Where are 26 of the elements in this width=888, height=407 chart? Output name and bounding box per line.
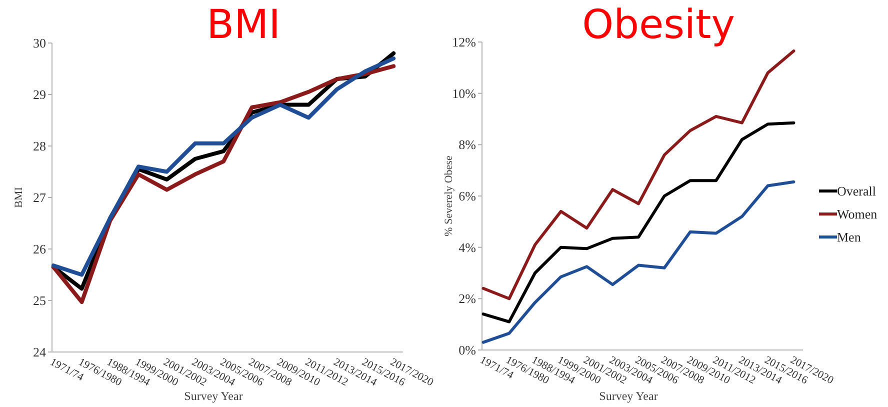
y-tick-label: 27 xyxy=(33,190,46,206)
y-tick-label: 24 xyxy=(33,344,46,360)
x-axis-title: Survey Year xyxy=(184,389,243,403)
line-series xyxy=(482,180,796,344)
legend-label: Women xyxy=(837,206,878,222)
y-tick-label: 0% xyxy=(458,342,476,358)
legend-label: Men xyxy=(837,230,862,245)
line-series xyxy=(482,49,796,300)
y-axis-title: % Severely Obese xyxy=(443,156,455,236)
y-tick-label: 2% xyxy=(458,291,476,306)
y-tick-label: 6% xyxy=(458,188,476,204)
y-tick-label: 28 xyxy=(33,138,46,154)
y-tick-label: 12% xyxy=(452,34,476,50)
y-tick-label: 30 xyxy=(33,36,46,51)
chart-title: Obesity xyxy=(582,2,735,48)
y-tick-label: 10% xyxy=(452,86,476,101)
legend-label: Overall xyxy=(837,184,876,199)
y-tick-label: 26 xyxy=(33,242,46,257)
x-axis-title: Survey Year xyxy=(599,389,658,403)
y-tick-label: 29 xyxy=(33,87,46,102)
line-series xyxy=(482,121,796,324)
y-tick-label: 4% xyxy=(458,240,476,255)
y-axis-title: BMI xyxy=(13,186,25,208)
y-tick-label: 8% xyxy=(458,137,476,152)
chart-title: BMI xyxy=(206,2,280,48)
y-tick-label: 25 xyxy=(33,293,46,308)
